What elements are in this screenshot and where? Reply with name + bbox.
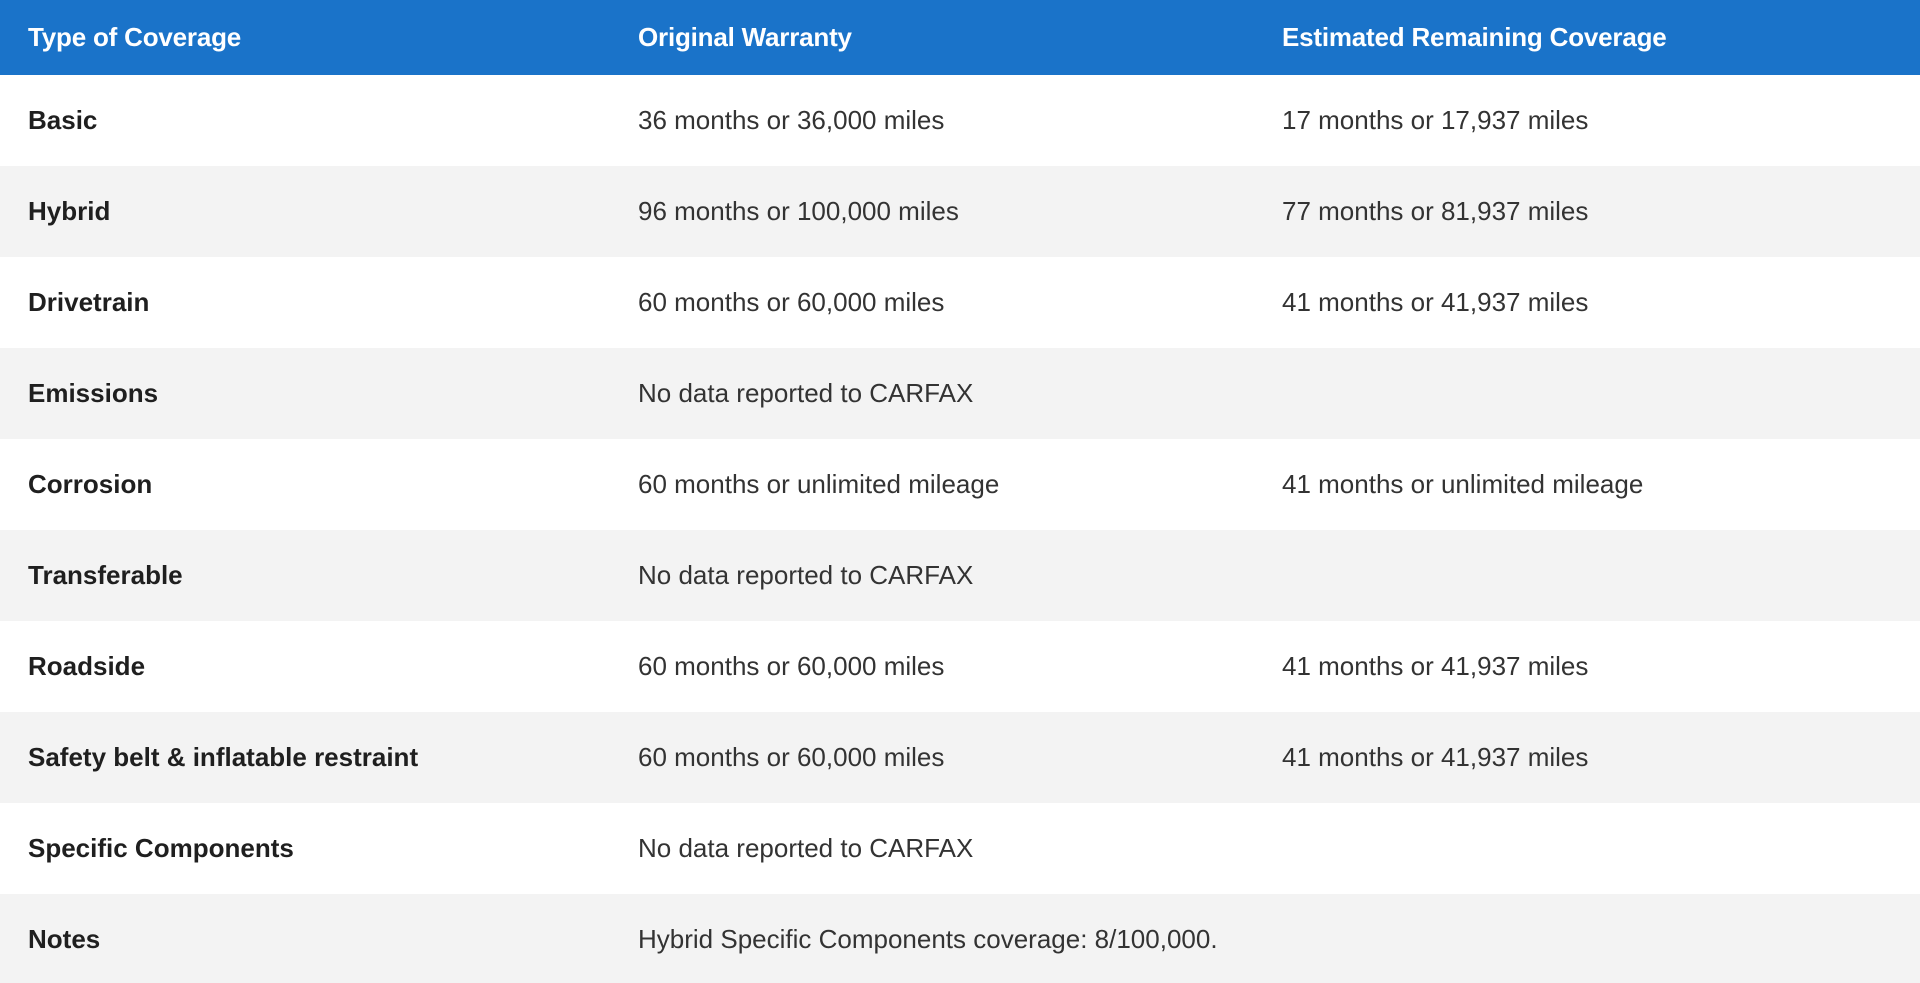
original-warranty-cell: 36 months or 36,000 miles [610,105,1252,136]
coverage-type-cell: Notes [0,924,610,955]
remaining-coverage-cell: 77 months or 81,937 miles [1252,196,1920,227]
table-header-row: Type of Coverage Original Warranty Estim… [0,0,1920,75]
coverage-type-cell: Safety belt & inflatable restraint [0,742,610,773]
original-warranty-cell: 60 months or 60,000 miles [610,651,1252,682]
remaining-coverage-cell: 41 months or unlimited mileage [1252,469,1920,500]
remaining-coverage-cell: 41 months or 41,937 miles [1252,651,1920,682]
header-estimated-remaining-coverage: Estimated Remaining Coverage [1252,22,1920,53]
coverage-type-cell: Emissions [0,378,610,409]
original-warranty-cell: 60 months or unlimited mileage [610,469,1252,500]
header-original-warranty: Original Warranty [610,22,1252,53]
remaining-coverage-cell: 17 months or 17,937 miles [1252,105,1920,136]
table-row-roadside: Roadside 60 months or 60,000 miles 41 mo… [0,621,1920,712]
table-row-specific-components: Specific Components No data reported to … [0,803,1920,894]
header-type-of-coverage: Type of Coverage [0,22,610,53]
coverage-type-cell: Specific Components [0,833,610,864]
remaining-coverage-cell: 41 months or 41,937 miles [1252,287,1920,318]
notes-cell: Hybrid Specific Components coverage: 8/1… [610,924,1252,955]
coverage-type-cell: Transferable [0,560,610,591]
table-row-notes: Notes Hybrid Specific Components coverag… [0,894,1920,983]
original-warranty-cell: 60 months or 60,000 miles [610,742,1252,773]
original-warranty-cell: No data reported to CARFAX [610,833,1252,864]
original-warranty-cell: No data reported to CARFAX [610,378,1252,409]
coverage-type-cell: Roadside [0,651,610,682]
table-row-transferable: Transferable No data reported to CARFAX [0,530,1920,621]
table-row-corrosion: Corrosion 60 months or unlimited mileage… [0,439,1920,530]
original-warranty-cell: 96 months or 100,000 miles [610,196,1252,227]
table-row-safety-belt: Safety belt & inflatable restraint 60 mo… [0,712,1920,803]
original-warranty-cell: No data reported to CARFAX [610,560,1252,591]
coverage-type-cell: Corrosion [0,469,610,500]
table-row-basic: Basic 36 months or 36,000 miles 17 month… [0,75,1920,166]
coverage-type-cell: Basic [0,105,610,136]
coverage-type-cell: Drivetrain [0,287,610,318]
original-warranty-cell: 60 months or 60,000 miles [610,287,1252,318]
table-row-drivetrain: Drivetrain 60 months or 60,000 miles 41 … [0,257,1920,348]
coverage-type-cell: Hybrid [0,196,610,227]
table-row-emissions: Emissions No data reported to CARFAX [0,348,1920,439]
remaining-coverage-cell: 41 months or 41,937 miles [1252,742,1920,773]
table-row-hybrid: Hybrid 96 months or 100,000 miles 77 mon… [0,166,1920,257]
